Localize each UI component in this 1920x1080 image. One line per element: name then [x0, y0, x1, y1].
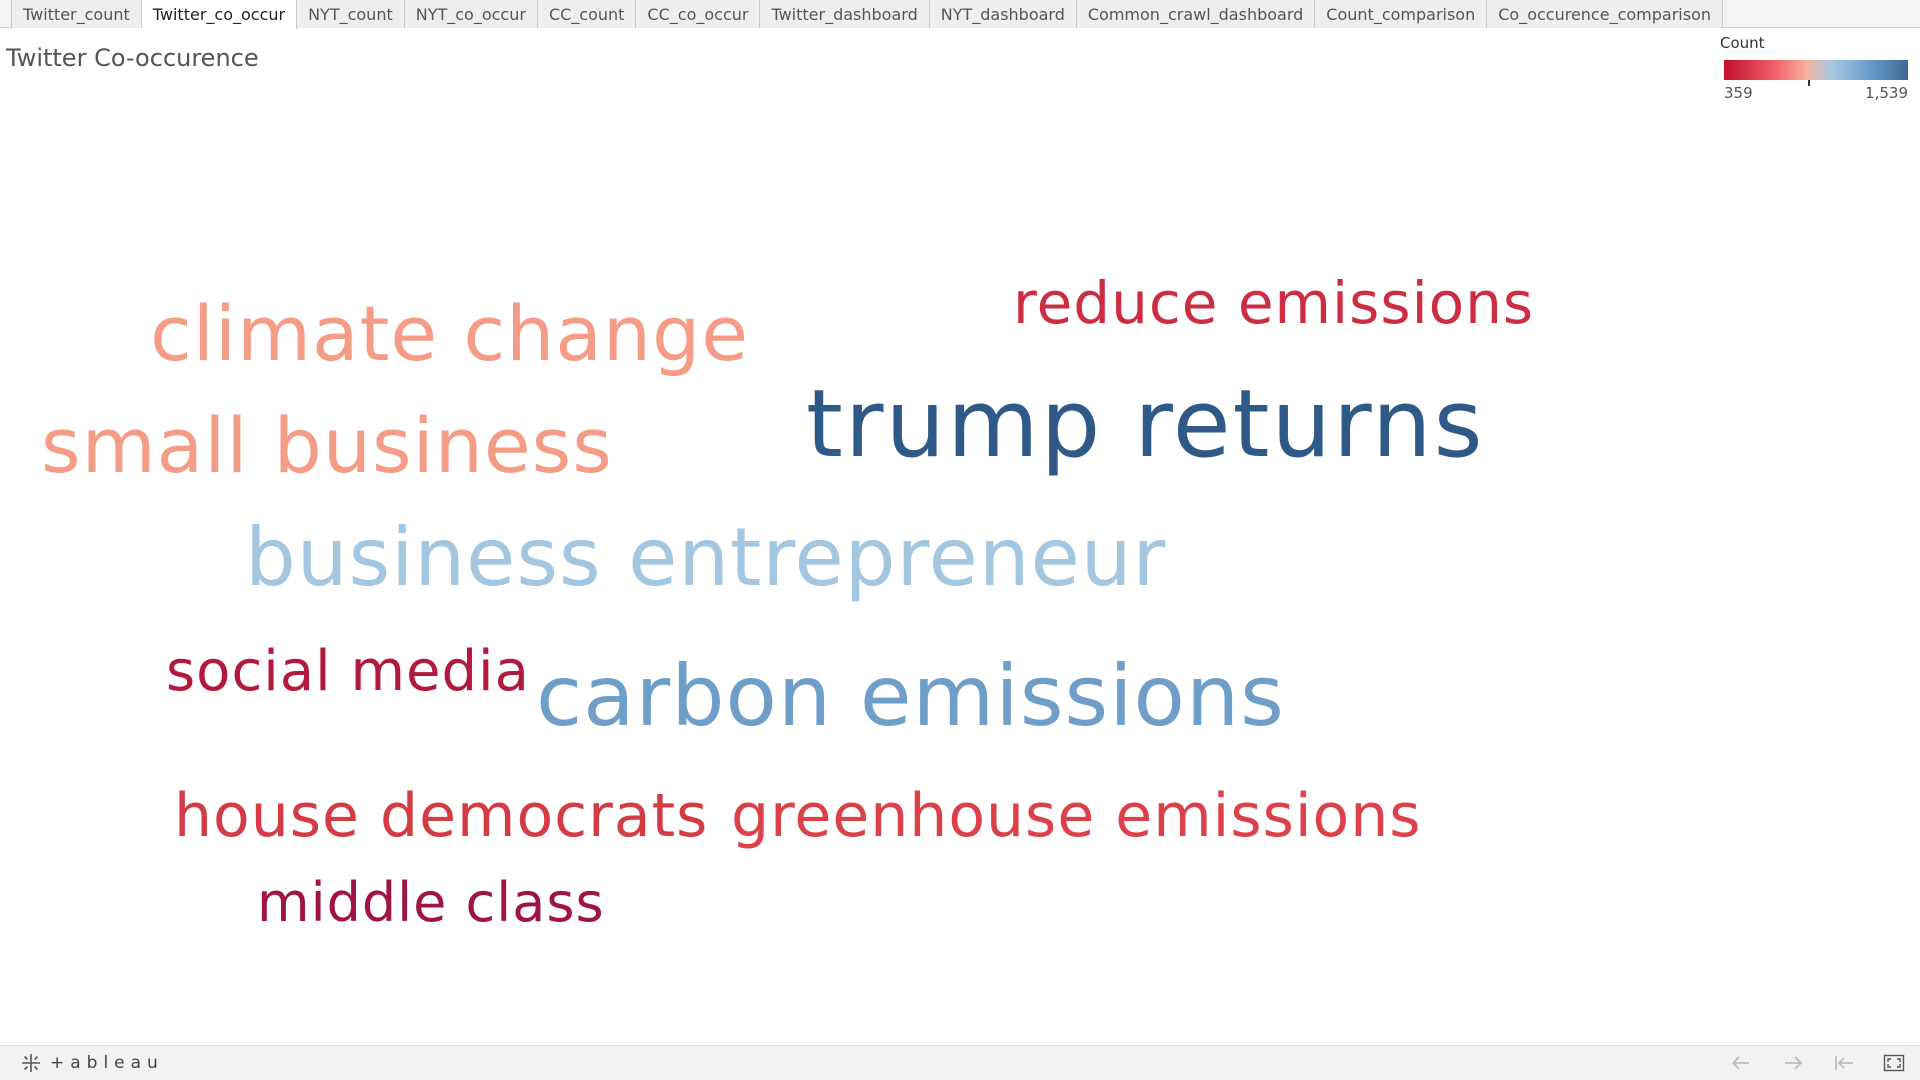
tab-co-occurence-comparison[interactable]: Co_occurence_comparison — [1487, 0, 1723, 28]
tableau-logo[interactable]: +ableau — [20, 1052, 164, 1074]
tab-twitter-count[interactable]: Twitter_count — [12, 0, 142, 28]
word-reduce-emissions[interactable]: reduce emissions — [1013, 269, 1535, 337]
word-greenhouse-emissions[interactable]: greenhouse emissions — [731, 781, 1422, 851]
revert-button[interactable] — [1830, 1052, 1858, 1074]
revert-to-start-icon — [1835, 1056, 1853, 1070]
sheet-title: Twitter Co-occurence — [6, 44, 259, 72]
word-climate-change[interactable]: climate change — [150, 289, 750, 378]
legend-center-tick — [1808, 80, 1810, 86]
word-trump-returns[interactable]: trump returns — [806, 370, 1485, 479]
word-small-business[interactable]: small business — [41, 401, 613, 490]
sheet-tabs: Twitter_count Twitter_co_occur NYT_count… — [11, 0, 1723, 29]
sheet-tab-bar: Twitter_count Twitter_co_occur NYT_count… — [0, 0, 1920, 29]
word-carbon-emissions[interactable]: carbon emissions — [536, 647, 1285, 745]
legend-min-label: 359 — [1724, 84, 1753, 102]
tab-count-comparison[interactable]: Count_comparison — [1315, 0, 1488, 28]
tab-common-crawl-dashboard[interactable]: Common_crawl_dashboard — [1076, 0, 1316, 28]
redo-button[interactable] — [1779, 1052, 1807, 1074]
word-business-entrepreneur[interactable]: business entrepreneur — [245, 511, 1167, 604]
fullscreen-icon — [1883, 1054, 1905, 1072]
word-house-democrats[interactable]: house democrats — [174, 781, 709, 851]
word-middle-class[interactable]: middle class — [257, 871, 605, 934]
legend-title: Count — [1720, 34, 1765, 52]
color-legend[interactable]: Count 359 1,539 — [1718, 34, 1910, 102]
tableau-logo-icon — [22, 1054, 40, 1072]
fullscreen-button[interactable] — [1880, 1052, 1908, 1074]
tableau-logo-text: +ableau — [50, 1053, 164, 1073]
legend-color-ramp — [1724, 60, 1908, 80]
tab-nyt-count[interactable]: NYT_count — [297, 0, 405, 28]
word-social-media[interactable]: social media — [166, 639, 530, 704]
tab-nyt-dashboard[interactable]: NYT_dashboard — [929, 0, 1077, 28]
tab-cc-co-occur[interactable]: CC_co_occur — [636, 0, 761, 28]
word-cloud: trump returns carbon emissions business … — [0, 56, 1920, 1040]
bottom-toolbar: +ableau — [0, 1045, 1920, 1080]
tab-nyt-co-occur[interactable]: NYT_co_occur — [404, 0, 538, 28]
undo-button[interactable] — [1727, 1052, 1755, 1074]
legend-max-label: 1,539 — [1865, 84, 1908, 102]
tab-twitter-co-occur[interactable]: Twitter_co_occur — [141, 0, 298, 29]
arrow-left-icon — [1731, 1056, 1749, 1070]
tab-twitter-dashboard[interactable]: Twitter_dashboard — [760, 0, 930, 28]
tab-cc-count[interactable]: CC_count — [537, 0, 637, 28]
arrow-right-icon — [1785, 1056, 1803, 1070]
